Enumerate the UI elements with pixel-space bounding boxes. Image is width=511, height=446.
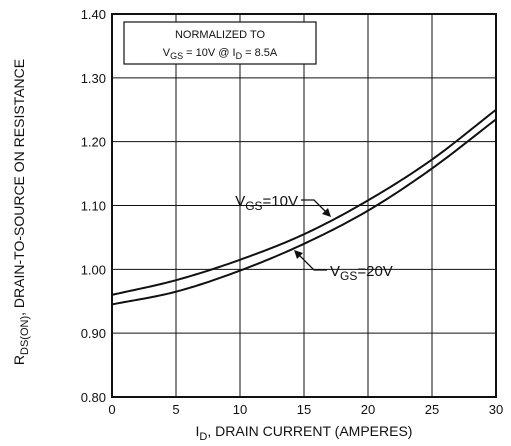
x-axis-title: ID, DRAIN CURRENT (AMPERES) xyxy=(196,423,413,443)
x-tick-label: 10 xyxy=(233,402,247,417)
x-tick-label: 15 xyxy=(297,402,311,417)
x-tick-label: 0 xyxy=(108,402,115,417)
arrow-vgs-10v xyxy=(322,208,331,217)
y-tick-label: 1.20 xyxy=(81,135,106,150)
note-line-2: VGS = 10V @ ID = 8.5A xyxy=(163,47,278,61)
x-tick-label: 5 xyxy=(172,402,179,417)
series-lines xyxy=(111,108,497,306)
y-tick-label: 1.10 xyxy=(81,199,106,214)
series-label-vgs-20v: VGS=20V xyxy=(330,263,393,283)
series-label-vgs-10v: VGS=10V xyxy=(235,193,298,213)
y-tick-labels: 0.80 0.90 1.00 1.10 1.20 1.30 1.40 xyxy=(81,7,106,405)
x-tick-label: 25 xyxy=(425,402,439,417)
note-box xyxy=(123,21,317,65)
series-line-0 xyxy=(111,108,497,296)
x-tick-labels: 0 5 10 15 20 25 30 xyxy=(108,402,503,417)
x-tick-label: 30 xyxy=(489,402,503,417)
y-axis-title: RDS(ON), DRAIN-TO-SOURCE ON RESISTANCE xyxy=(11,59,31,365)
arrow-vgs-20v xyxy=(294,250,303,259)
grid xyxy=(112,14,496,397)
y-tick-label: 1.00 xyxy=(81,262,106,277)
leader-line-vgs-10v xyxy=(301,199,327,213)
y-tick-label: 1.30 xyxy=(81,71,106,86)
series-line-1 xyxy=(111,118,497,306)
leader-line-vgs-20v xyxy=(298,254,327,271)
y-tick-label: 0.90 xyxy=(81,326,106,341)
note-line-1: NORMALIZED TO xyxy=(175,29,265,41)
y-tick-label: 1.40 xyxy=(81,7,106,22)
plot-frame xyxy=(111,13,497,398)
x-tick-label: 20 xyxy=(361,402,375,417)
y-tick-label: 0.80 xyxy=(81,390,106,405)
